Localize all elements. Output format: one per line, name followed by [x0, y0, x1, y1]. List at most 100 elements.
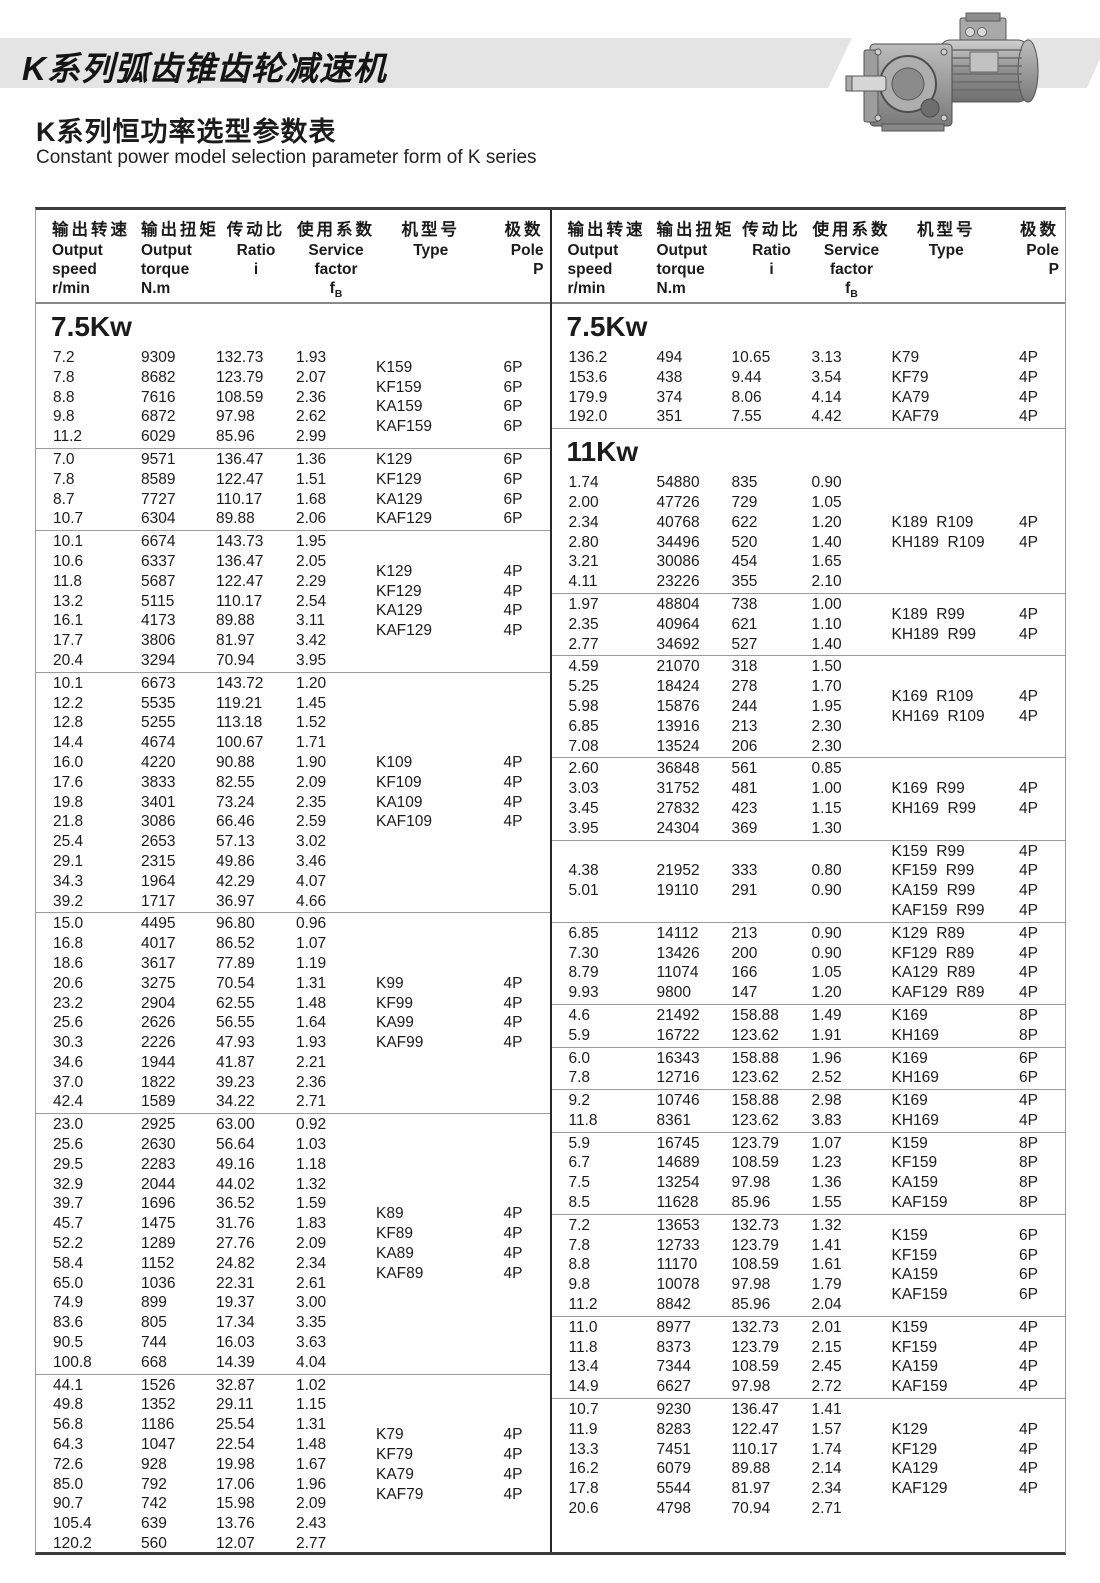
output-torque-value: 3401 [141, 793, 176, 811]
table-row: 42.4 1589 34.22 2.71 [36, 1092, 376, 1112]
table-row: 11.8 8373 123.79 2.15 [552, 1338, 892, 1358]
service-factor-value: 2.35 [296, 793, 327, 811]
table-row: 1.74 54880 835 0.90 [552, 473, 892, 493]
pole-value: 4P [503, 753, 523, 771]
output-torque-value: 9230 [656, 1401, 691, 1419]
ratio-value: 110.17 [216, 490, 263, 508]
pole-value: 4P [1019, 1378, 1038, 1396]
output-torque-value: 15876 [656, 697, 700, 715]
pole-value: 4P [1019, 901, 1038, 919]
service-factor-value: 3.95 [296, 651, 327, 669]
ratio-value: 89.88 [216, 612, 255, 630]
service-factor-value: 1.83 [296, 1215, 327, 1233]
output-torque-value: 6079 [656, 1460, 691, 1478]
type-pole-row: KH169 R99 4P [892, 799, 1039, 819]
type-pole-row: KA109 4P [376, 793, 523, 813]
output-torque-value: 9571 [141, 450, 176, 468]
service-factor-value: 1.02 [296, 1376, 327, 1394]
service-factor-value: 1.48 [296, 1436, 327, 1454]
pole-value: 6P [1019, 1286, 1038, 1304]
service-factor-value: 1.20 [811, 984, 842, 1002]
table-row: 83.6 805 17.34 3.35 [36, 1313, 376, 1333]
rating-group: 1.97 48804 738 1.00 2.35 40964 621 1.10 2.77 3469… [551, 594, 1065, 657]
type-value: K79 [376, 1426, 404, 1444]
power-section: 11Kw 1.74 54880 835 0.90 2.00 47726 729 1.05 2.34… [551, 429, 1065, 1520]
output-torque-value: 1152 [141, 1254, 175, 1272]
type-value: KF79 [376, 1445, 414, 1463]
column-header-service-factor: 使用系数 Service factor fB [297, 221, 375, 301]
service-factor-value: 2.62 [296, 408, 327, 426]
pole-value: 4P [1019, 1420, 1038, 1438]
service-factor-value: 1.32 [811, 1216, 842, 1234]
pole-value: 4P [1019, 368, 1038, 386]
service-factor-value: 1.00 [811, 780, 842, 798]
type-pole-row: KAF129 4P [892, 1479, 1039, 1499]
output-torque-value: 4495 [141, 915, 176, 933]
service-factor-value: 1.51 [296, 470, 327, 488]
output-torque-value: 13524 [656, 737, 700, 755]
output-torque-value: 1526 [141, 1376, 176, 1394]
service-factor-value: 1.00 [811, 595, 842, 613]
ratio-value: 123.79 [731, 1134, 779, 1152]
ratio-value: 42.29 [216, 872, 255, 890]
ratio-value: 12.07 [216, 1535, 255, 1553]
output-torque-value: 8842 [656, 1296, 691, 1314]
ratio-value: 97.98 [731, 1174, 771, 1192]
output-torque-value: 8283 [656, 1420, 691, 1438]
output-torque-value: 639 [141, 1515, 167, 1533]
output-speed-value: 6.0 [568, 1049, 591, 1067]
output-torque-value: 494 [656, 349, 683, 366]
table-row: 100.8 668 14.39 4.04 [36, 1353, 376, 1373]
table-row: 25.4 2653 57.13 3.02 [36, 832, 376, 852]
pole-value: 6P [503, 450, 523, 468]
pole-value: 4P [503, 1225, 523, 1243]
service-factor-value: 1.07 [296, 935, 327, 953]
service-factor-value: 1.68 [296, 490, 327, 508]
ratio-value: 17.06 [216, 1475, 255, 1493]
output-torque-value: 14112 [656, 924, 699, 942]
pole-value: 4P [1019, 1111, 1038, 1129]
power-section-label: 11Kw [566, 436, 639, 468]
ratio-value: 36.97 [216, 892, 255, 910]
table-row: 7.30 13426 200 0.90 [552, 944, 892, 964]
type-pole-row: KF159 8P [892, 1153, 1039, 1173]
rating-group: 15.0 4495 96.80 0.96 16.8 4017 86.52 1.07 18.6 36… [36, 913, 550, 1115]
table-header: 输出转速 Output speed r/min 输出扭矩 Output torque N.m 传… [551, 210, 1065, 304]
service-factor-value: 1.95 [811, 697, 842, 715]
output-torque-value: 30086 [656, 553, 700, 571]
table-row: 25.6 2630 56.64 1.03 [36, 1135, 376, 1155]
output-torque-value: 21492 [656, 1006, 700, 1024]
ratio-value: 81.97 [216, 632, 255, 650]
type-value: KAF129 R89 [891, 984, 985, 1002]
output-speed-value: 11.2 [568, 1296, 598, 1314]
type-pole-row: KF99 4P [376, 994, 523, 1014]
type-value: KA129 [376, 602, 423, 620]
service-factor-value: 1.91 [811, 1026, 842, 1044]
rating-group: 6.85 14112 213 0.90 7.30 13426 200 0.90 8.79 1107… [551, 923, 1065, 1005]
type-pole-row: K129 4P [892, 1420, 1039, 1440]
service-factor-value: 2.77 [296, 1535, 327, 1553]
pole-value: 4P [503, 582, 523, 600]
output-speed-value: 11.0 [568, 1318, 598, 1336]
table-right-column: 输出转速 Output speed r/min 输出扭矩 Output torque N.m 传… [551, 210, 1065, 1552]
pole-value: 4P [1019, 924, 1038, 942]
output-torque-value: 9800 [656, 984, 691, 1002]
output-torque-value: 6304 [141, 510, 176, 528]
table-row: 34.3 1964 42.29 4.07 [36, 872, 376, 892]
ratio-value: 41.87 [216, 1053, 255, 1071]
output-speed-value: 25.4 [53, 833, 84, 851]
rating-group: 11.0 8977 132.73 2.01 11.8 8373 123.79 2.15 13.4… [551, 1317, 1065, 1400]
table-row: 90.7 742 15.98 2.09 [36, 1494, 376, 1514]
type-value: K169 [891, 1049, 928, 1067]
column-header-type: 机型号 Type [401, 221, 460, 259]
service-factor-value: 1.20 [296, 674, 327, 692]
service-factor-value: 1.55 [811, 1194, 842, 1212]
pole-value: 4P [503, 793, 523, 811]
table-row: 29.1 2315 49.86 3.46 [36, 852, 376, 872]
rating-group: 7.0 9571 136.47 1.36 7.8 8589 122.47 1.51 8.7 772… [36, 449, 550, 532]
service-factor-value: 3.13 [811, 349, 842, 366]
table-row: 21.8 3086 66.46 2.59 [36, 812, 376, 832]
output-speed-value: 25.6 [53, 1014, 84, 1032]
ratio-value: 17.34 [216, 1314, 255, 1332]
power-section: 7.5Kw 7.2 9309 132.73 1.93 7.8 8682 123.79 2.07 8… [36, 304, 550, 1555]
